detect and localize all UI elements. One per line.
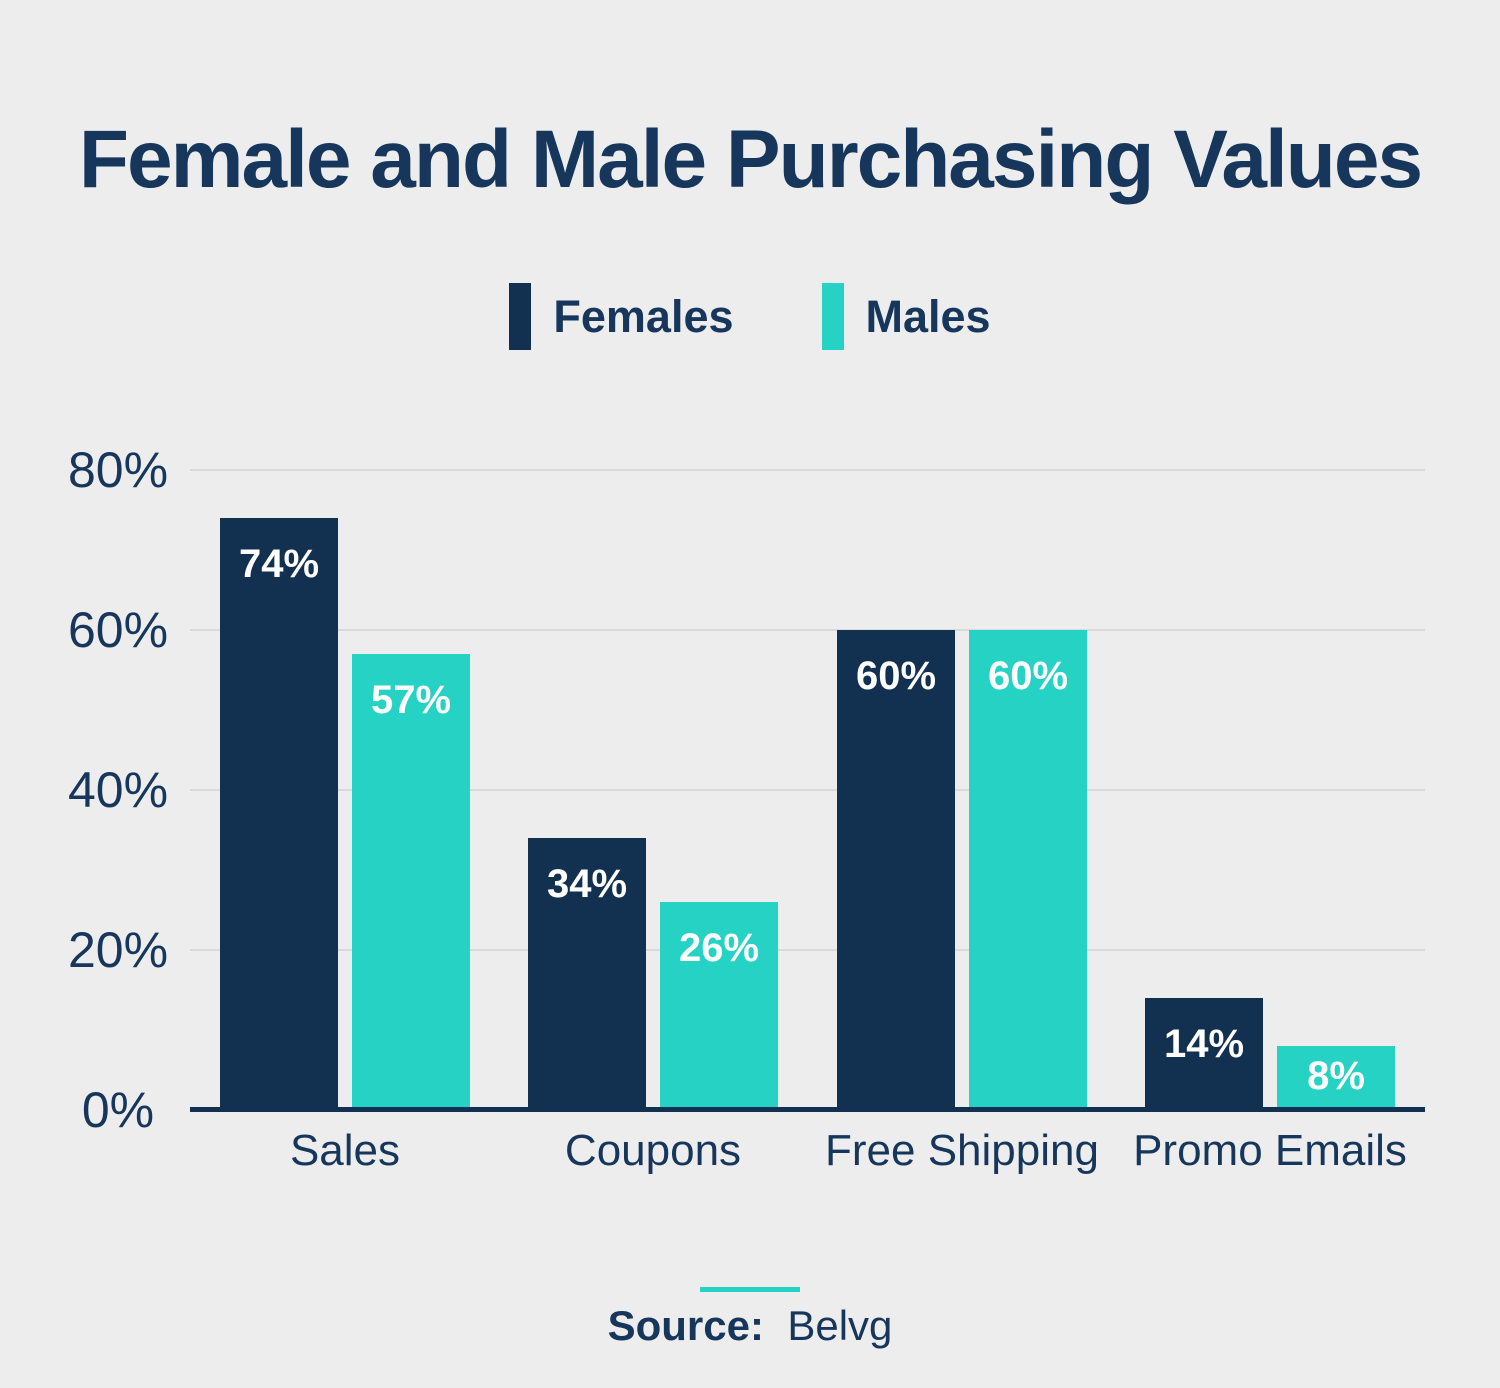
legend-swatch-males xyxy=(821,283,844,350)
source-name: Belvg xyxy=(787,1302,893,1349)
gridline-80 xyxy=(190,469,1425,471)
chart-legend: Females Males xyxy=(0,283,1500,350)
category-label-free-shipping: Free Shipping xyxy=(825,1126,1099,1175)
bar-value-label-females-free-shipping: 60% xyxy=(855,654,937,698)
legend-label-males: Males xyxy=(865,290,991,342)
bar-males-promo-emails: 8% xyxy=(1277,1046,1395,1110)
bar-males-coupons: 26% xyxy=(660,902,778,1110)
legend-label-females: Females xyxy=(553,290,734,342)
bar-value-label-females-sales: 74% xyxy=(238,542,320,586)
bar-females-coupons: 34% xyxy=(528,838,646,1110)
legend-item-males: Males xyxy=(821,283,991,350)
bar-value-label-males-free-shipping: 60% xyxy=(987,654,1069,698)
gridline-20 xyxy=(190,949,1425,951)
gridline-60 xyxy=(190,629,1425,631)
gridline-40 xyxy=(190,789,1425,791)
legend-swatch-females xyxy=(509,283,532,350)
source-divider-line xyxy=(700,1287,800,1292)
bar-females-free-shipping: 60% xyxy=(837,630,955,1110)
source-value xyxy=(776,1302,788,1349)
bar-females-sales: 74% xyxy=(220,518,338,1110)
category-label-sales: Sales xyxy=(289,1126,401,1175)
bar-males-free-shipping: 60% xyxy=(969,630,1087,1110)
legend-item-females: Females xyxy=(509,283,734,350)
y-axis-tick-80: 80% xyxy=(67,442,169,498)
y-axis-tick-0: 0% xyxy=(81,1082,155,1138)
x-axis-line xyxy=(190,1107,1425,1112)
y-axis-tick-40: 40% xyxy=(67,762,169,818)
bar-males-sales: 57% xyxy=(352,654,470,1110)
y-axis-tick-60: 60% xyxy=(67,602,169,658)
bar-value-label-females-coupons: 34% xyxy=(546,862,628,906)
bar-females-promo-emails: 14% xyxy=(1145,998,1263,1110)
bar-value-label-males-promo-emails: 8% xyxy=(1307,1054,1365,1098)
category-label-promo-emails: Promo Emails xyxy=(1133,1126,1407,1175)
source-label: Source: xyxy=(607,1302,764,1349)
bar-value-label-females-promo-emails: 14% xyxy=(1163,1022,1245,1066)
bar-value-label-males-coupons: 26% xyxy=(678,926,760,970)
source-note: Source: Belvg xyxy=(0,1300,1500,1352)
chart-title: Female and Male Purchasing Values xyxy=(78,114,1423,205)
category-label-coupons: Coupons xyxy=(564,1126,742,1175)
bar-value-label-males-sales: 57% xyxy=(370,678,452,722)
y-axis-tick-20: 20% xyxy=(67,922,169,978)
